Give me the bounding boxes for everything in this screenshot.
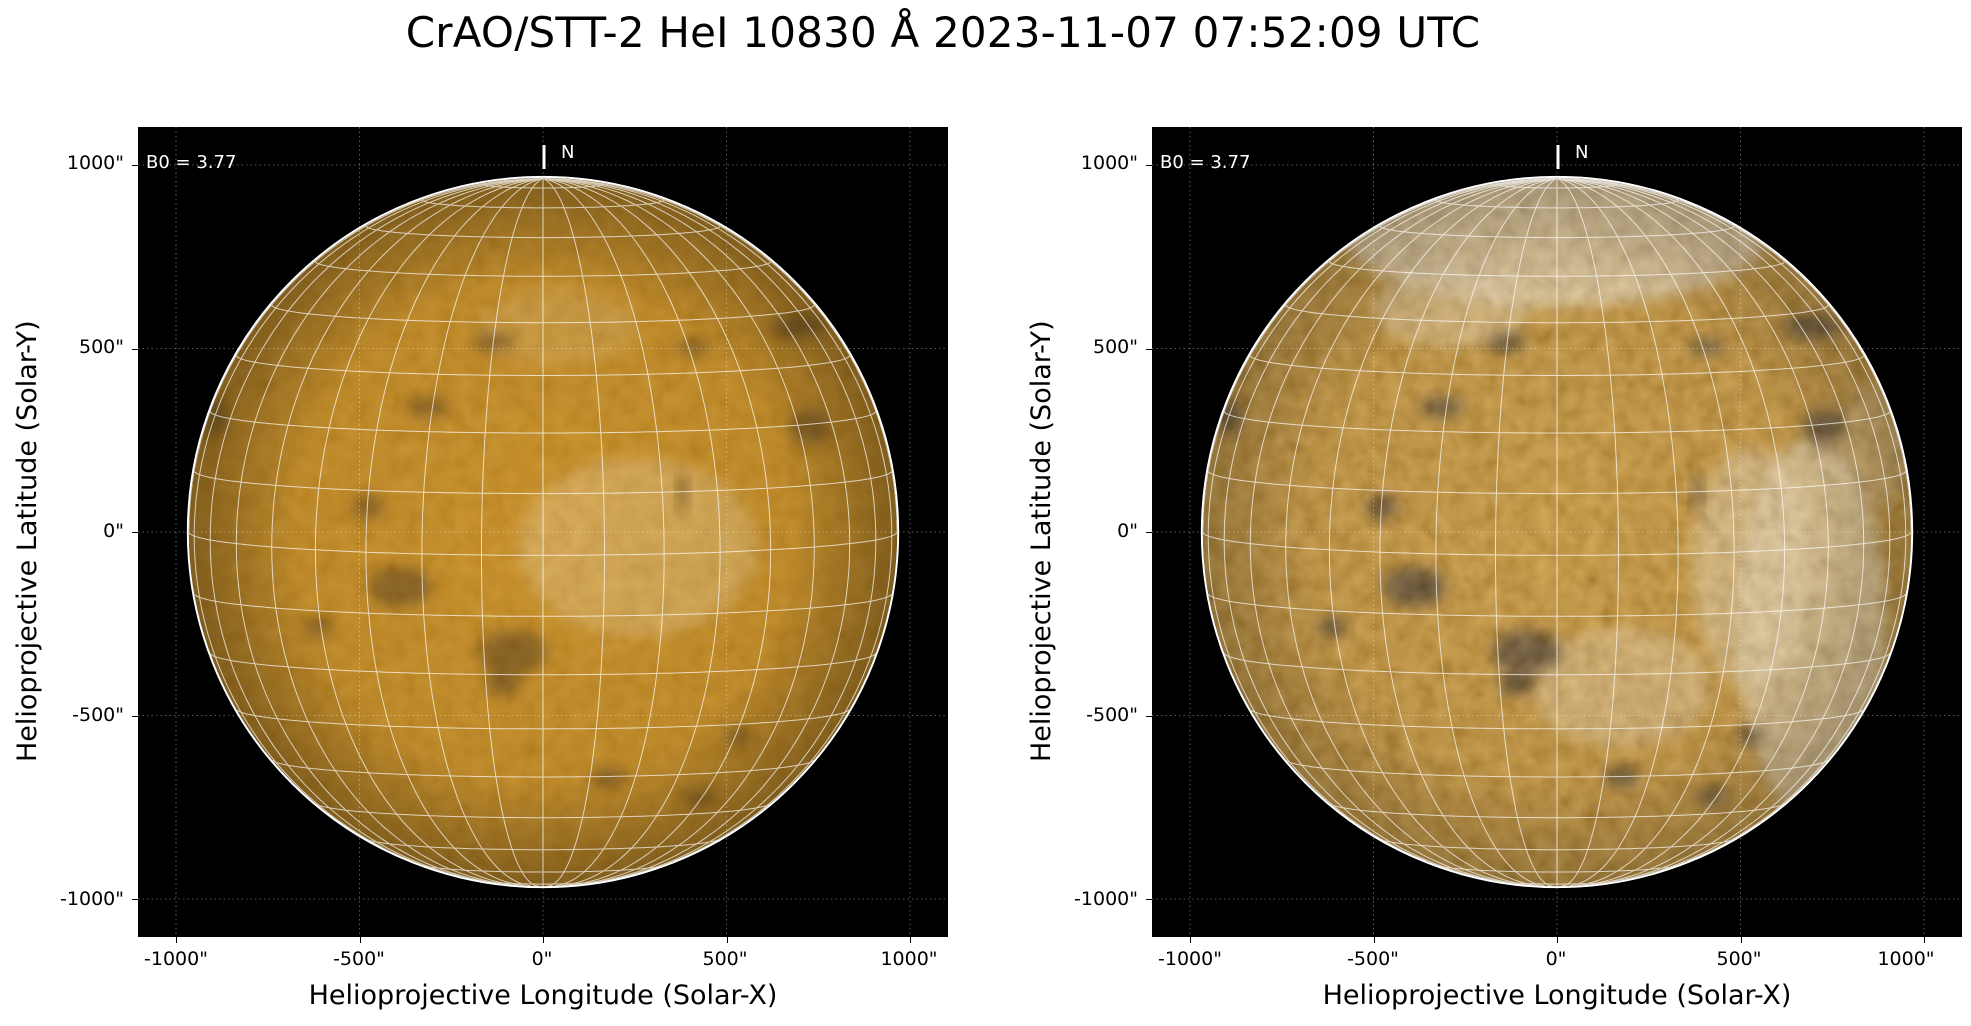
x-tick-mark <box>176 937 177 943</box>
ytick-left-1000: 1000" <box>66 152 124 174</box>
b0-annotation-right: B0 = 3.77 <box>1160 152 1251 173</box>
b0-annotation-left: B0 = 3.77 <box>146 152 237 173</box>
x-tick-mark <box>543 937 544 943</box>
x-tick-mark <box>1740 937 1742 943</box>
ytick-right-minus500: -500" <box>1086 704 1138 726</box>
ytick-left-0: 0" <box>103 520 124 542</box>
xtick-right-0: 0" <box>1545 948 1567 970</box>
ytick-right-0: 0" <box>1117 520 1138 542</box>
xlabel-left: Helioprojective Longitude (Solar-X) <box>308 980 778 1011</box>
y-tick-mark <box>132 348 138 350</box>
xtick-right-minus500: -500" <box>1347 948 1399 970</box>
ytick-left-minus1000: -1000" <box>60 888 124 910</box>
xlabel-right: Helioprojective Longitude (Solar-X) <box>1322 980 1792 1011</box>
xtick-right-1000: 1000" <box>1877 948 1935 970</box>
x-tick-mark <box>910 937 911 943</box>
y-tick-mark <box>1146 899 1152 900</box>
y-tick-mark <box>132 532 138 533</box>
solar-disk-image-left <box>138 127 948 937</box>
xtick-left-0: 0" <box>531 948 553 970</box>
ylabel-right: Helioprojective Latitude (Solar-Y) <box>1026 320 1057 762</box>
x-tick-mark <box>1190 937 1191 943</box>
x-tick-mark <box>1557 937 1558 943</box>
y-tick-mark <box>132 715 138 717</box>
xtick-left-500: 500" <box>702 948 748 970</box>
xtick-left-minus1000: -1000" <box>144 948 208 970</box>
figure-title: CrAO/STT-2 HeI 10830 Å 2023-11-07 07:52:… <box>405 8 1481 57</box>
x-tick-mark <box>726 937 728 943</box>
x-tick-mark <box>1924 937 1925 943</box>
north-label-left: N <box>561 142 575 163</box>
xtick-left-minus500: -500" <box>333 948 385 970</box>
ytick-left-minus500: -500" <box>72 704 124 726</box>
x-tick-mark <box>359 937 361 943</box>
y-tick-mark <box>1146 165 1152 166</box>
y-tick-mark <box>132 899 138 900</box>
xtick-left-1000: 1000" <box>880 948 938 970</box>
ytick-left-500: 500" <box>78 336 124 358</box>
solar-disk-svg <box>1152 127 1962 937</box>
ytick-right-1000: 1000" <box>1080 152 1138 174</box>
solar-disk-image-right <box>1152 127 1962 937</box>
ytick-right-minus1000: -1000" <box>1074 888 1138 910</box>
x-tick-mark <box>1373 937 1375 943</box>
y-tick-mark <box>1146 348 1152 350</box>
y-tick-mark <box>1146 532 1152 533</box>
north-label-right: N <box>1575 142 1589 163</box>
xtick-right-500: 500" <box>1716 948 1762 970</box>
y-tick-mark <box>132 165 138 166</box>
ylabel-left: Helioprojective Latitude (Solar-Y) <box>12 320 43 762</box>
solar-disk-svg <box>138 127 948 937</box>
ytick-right-500: 500" <box>1092 336 1138 358</box>
y-tick-mark <box>1146 715 1152 717</box>
xtick-right-minus1000: -1000" <box>1158 948 1222 970</box>
